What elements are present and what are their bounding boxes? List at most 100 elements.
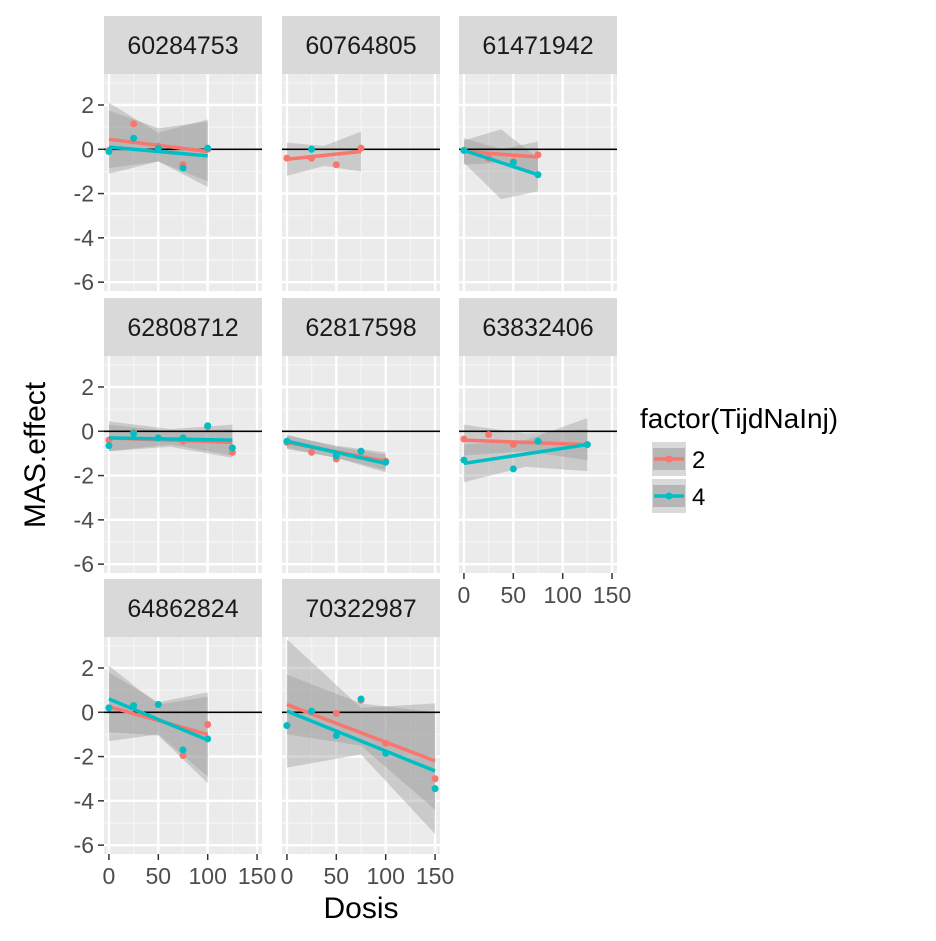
- legend-entry: 4: [652, 479, 705, 513]
- data-point: [332, 732, 340, 740]
- x-tick-label: 150: [238, 863, 276, 889]
- facet-strip-label: 70322987: [305, 595, 416, 623]
- facet-strip-label: 62817598: [305, 314, 416, 342]
- fit-line: [463, 442, 588, 466]
- data-point: [485, 431, 493, 439]
- facet-strip-label: 63832406: [482, 314, 593, 342]
- facet-panel: 62808712 2 0 -2 -4 -6: [74, 298, 262, 577]
- facet-strip: [282, 298, 440, 356]
- facet-panels: 60284753 2 0 -2 -4 -6 60764805 61471942 62808712…: [74, 16, 631, 889]
- data-point: [130, 134, 138, 142]
- data-point: [332, 161, 340, 169]
- facet-panel: 62817598: [282, 298, 440, 573]
- y-tick-label: 0: [81, 136, 94, 162]
- data-point: [357, 447, 365, 455]
- data-point: [228, 444, 236, 452]
- legend-key-point: [665, 455, 673, 463]
- y-tick-label: -2: [74, 181, 94, 207]
- legend: factor(TijdNaInj) 2 4: [640, 403, 838, 513]
- x-tick-label: 150: [416, 863, 454, 889]
- facet-strip: [104, 16, 262, 74]
- y-tick-label: 2: [81, 374, 94, 400]
- facet-panel: 64862824 2 0 -2 -4 -6 0 50 100 150: [74, 579, 276, 889]
- facet-panel: 61471942: [459, 16, 617, 291]
- fit-line: [108, 145, 208, 158]
- y-tick-label: 2: [81, 92, 94, 118]
- data-point: [179, 751, 187, 759]
- data-point: [130, 430, 138, 437]
- confidence-band: [286, 639, 436, 835]
- y-tick-label: 0: [81, 699, 94, 725]
- x-tick-label: 100: [189, 863, 227, 889]
- y-tick-label: -2: [74, 463, 94, 489]
- fit-line: [286, 709, 436, 773]
- data-point: [130, 120, 138, 128]
- x-tick-label: 0: [103, 863, 116, 889]
- facet-strip-label: 61471942: [482, 32, 593, 60]
- y-axis-title: MAS.effect: [19, 381, 52, 528]
- legend-entry: 2: [652, 442, 705, 476]
- y-tick-label: -6: [74, 551, 94, 577]
- data-point: [332, 709, 340, 717]
- fit-line: [108, 697, 209, 742]
- facet-strip-label: 60284753: [127, 32, 238, 60]
- data-point: [105, 704, 113, 712]
- x-axis-title: Dosis: [323, 892, 398, 925]
- legend-entry-label: 4: [692, 484, 705, 511]
- fit-line: [108, 436, 233, 442]
- x-tick-label: 150: [593, 582, 631, 608]
- confidence-band: [463, 418, 588, 483]
- y-tick-label: -6: [74, 269, 94, 295]
- x-tick-label: 100: [367, 863, 405, 889]
- data-point: [154, 701, 162, 709]
- fit-line: [463, 148, 539, 177]
- y-tick-label: -4: [74, 507, 95, 533]
- data-point: [204, 422, 212, 430]
- data-point: [431, 785, 439, 793]
- facet-panel: 70322987 0 50 100 150: [281, 579, 454, 889]
- facet-strip: [459, 298, 617, 356]
- data-point: [283, 722, 291, 730]
- facet-panel: 63832406 0 50 100 150: [458, 298, 631, 608]
- data-point: [534, 437, 542, 445]
- facet-panel: 60284753 2 0 -2 -4 -6: [74, 16, 262, 295]
- facet-strip-label: 62808712: [127, 314, 238, 342]
- data-point: [509, 465, 517, 473]
- data-point: [204, 144, 212, 152]
- x-tick-label: 0: [281, 863, 294, 889]
- facet-panel: 60764805: [282, 16, 440, 291]
- y-tick-label: -6: [74, 832, 94, 858]
- x-tick-label: 50: [501, 582, 527, 608]
- facet-strip-label: 60764805: [305, 32, 416, 60]
- data-point: [357, 695, 365, 703]
- facet-strip-label: 64862824: [127, 595, 238, 623]
- legend-key-point: [665, 492, 673, 500]
- data-point: [105, 148, 113, 155]
- data-point: [179, 164, 187, 172]
- facet-strip: [104, 579, 262, 637]
- legend-entry-label: 2: [692, 447, 705, 474]
- facet-strip: [104, 298, 262, 356]
- x-tick-label: 100: [544, 582, 582, 608]
- data-point: [308, 145, 316, 153]
- fit-line: [286, 439, 387, 466]
- fit-line: [463, 149, 539, 159]
- x-tick-label: 50: [146, 863, 172, 889]
- data-point: [308, 448, 316, 456]
- facet-strip: [282, 16, 440, 74]
- facet-strip: [282, 579, 440, 637]
- facet-strip: [459, 16, 617, 74]
- y-tick-label: -4: [74, 225, 95, 251]
- fit-line: [463, 438, 588, 447]
- data-point: [204, 720, 212, 728]
- y-tick-label: 2: [81, 655, 94, 681]
- y-tick-label: -4: [74, 788, 95, 814]
- legend-title: factor(TijdNaInj): [640, 403, 838, 434]
- y-tick-label: -2: [74, 744, 94, 770]
- data-point: [308, 707, 316, 715]
- x-tick-label: 0: [458, 582, 471, 608]
- data-point: [105, 442, 113, 450]
- data-point: [179, 746, 187, 754]
- data-point: [431, 775, 439, 783]
